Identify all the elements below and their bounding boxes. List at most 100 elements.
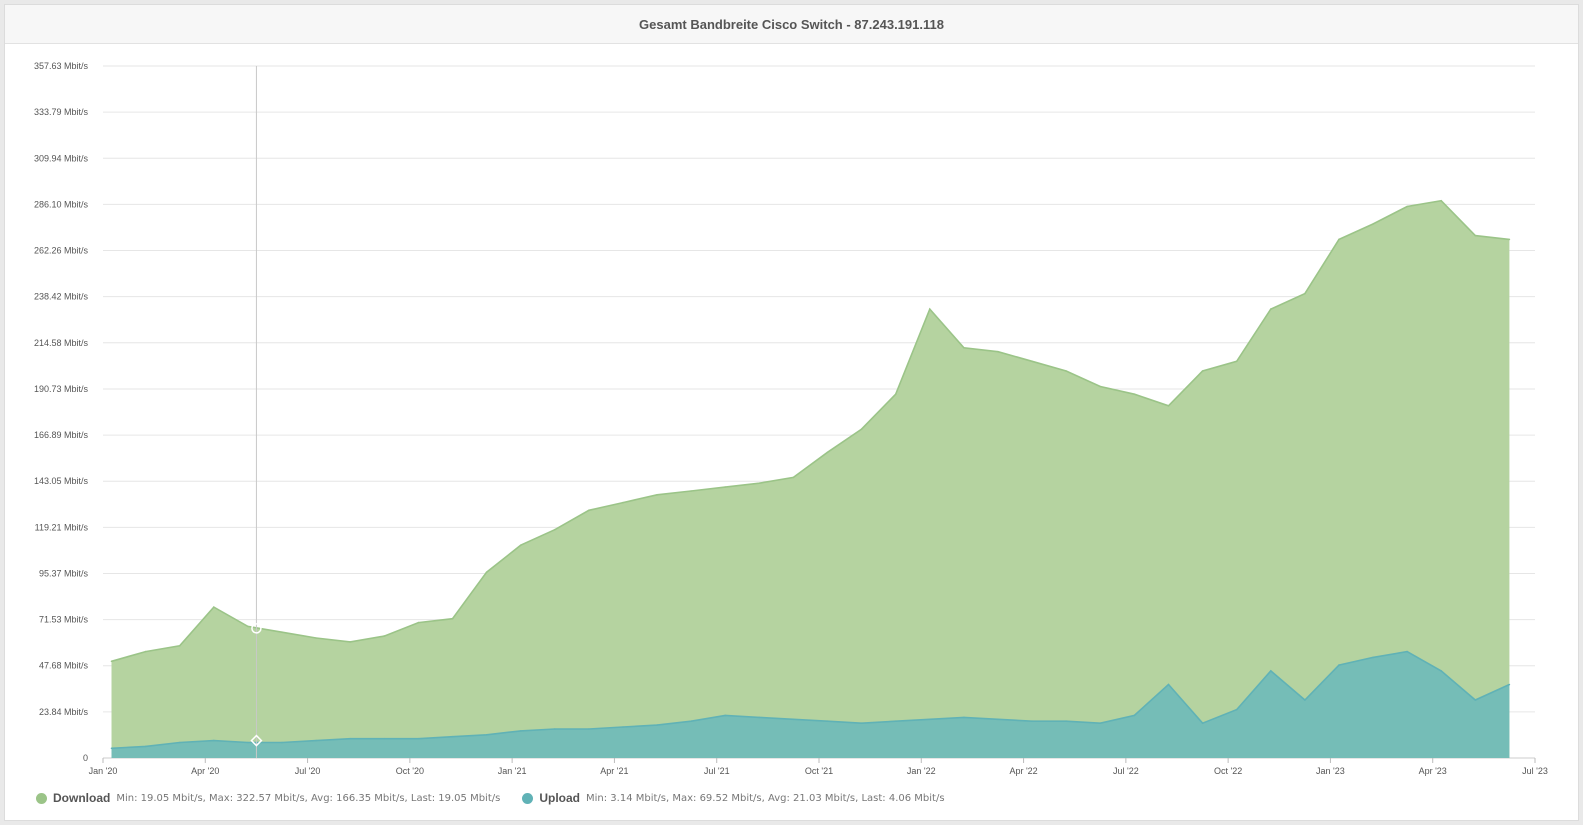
download-point-23	[894, 393, 897, 396]
upload-point-21	[826, 720, 829, 722]
download-point-0	[110, 660, 113, 663]
upload-point-25	[963, 716, 965, 719]
download-point-33	[1235, 360, 1238, 363]
upload-point-6	[315, 739, 317, 742]
download-point-34	[1270, 308, 1272, 310]
series-upload	[110, 650, 1511, 758]
upload-point-13	[554, 728, 556, 730]
legend-name-upload: Upload	[539, 791, 580, 805]
upload-point-1	[144, 745, 147, 748]
download-point-14	[588, 509, 590, 512]
download-point-27	[1031, 360, 1033, 363]
upload-point-32	[1201, 722, 1204, 724]
upload-point-3	[213, 739, 215, 742]
upload-point-2	[178, 741, 181, 744]
x-tick-label-8: Jan '22	[907, 766, 936, 776]
y-tick-label-5: 119.21 Mbit/s	[35, 522, 89, 532]
upload-point-28	[1065, 720, 1067, 722]
y-tick-label-0: 0	[83, 753, 88, 763]
x-tick-label-4: Jan '21	[498, 766, 527, 776]
download-point-9	[417, 621, 420, 624]
crosshair-marker-upload	[250, 734, 263, 747]
download-point-6	[315, 637, 317, 639]
download-point-25	[963, 347, 965, 349]
y-tick-label-10: 238.42 Mbit/s	[34, 292, 89, 302]
upload-point-23	[894, 720, 897, 722]
y-tick-label-12: 286.10 Mbit/s	[34, 199, 89, 209]
upload-point-8	[383, 737, 386, 740]
download-point-1	[144, 650, 147, 653]
legend-dot-download	[36, 792, 47, 804]
upload-area	[111, 651, 1510, 758]
upload-line	[111, 650, 1510, 750]
upload-point-38	[1406, 650, 1408, 653]
x-tick-label-10: Jul '22	[1113, 766, 1139, 776]
x-tick-label-14: Jul '23	[1522, 766, 1548, 776]
upload-point-27	[1031, 720, 1033, 722]
download-point-10	[451, 617, 454, 620]
upload-point-35	[1304, 699, 1306, 701]
download-point-20	[792, 476, 795, 479]
y-tick-label-6: 143.05 Mbit/s	[34, 476, 89, 486]
download-point-29	[1099, 385, 1102, 388]
upload-point-17	[690, 720, 692, 722]
upload-point-26	[997, 718, 999, 721]
upload-point-24	[929, 718, 931, 721]
upload-point-16	[656, 724, 658, 726]
download-point-30	[1133, 393, 1136, 396]
y-tick-label-13: 309.94 Mbit/s	[34, 153, 89, 163]
upload-point-7	[349, 737, 352, 740]
download-point-35	[1304, 292, 1306, 295]
download-area	[111, 200, 1510, 758]
download-point-21	[826, 451, 829, 454]
upload-point-40	[1474, 699, 1477, 701]
upload-point-33	[1235, 708, 1238, 711]
upload-point-22	[860, 722, 863, 724]
y-tick-label-15: 357.63 Mbit/s	[34, 61, 89, 71]
download-point-17	[690, 490, 692, 492]
chart-title-bar: Gesamt Bandbreite Cisco Switch - 87.243.…	[5, 5, 1578, 44]
download-point-8	[383, 635, 386, 637]
y-tick-label-4: 95.37 Mbit/s	[39, 568, 89, 578]
y-tick-label-2: 47.68 Mbit/s	[39, 661, 89, 671]
legend-stats-download: Min: 19.05 Mbit/s, Max: 322.57 Mbit/s, A…	[116, 792, 501, 804]
download-point-31	[1167, 405, 1170, 407]
upload-point-11	[485, 734, 488, 736]
chart-legend: Download Min: 19.05 Mbit/s, Max: 322.57 …	[36, 788, 945, 808]
upload-point-4	[247, 741, 249, 744]
upload-point-19	[758, 716, 761, 719]
y-tick-label-8: 190.73 Mbit/s	[34, 384, 89, 394]
download-point-24	[929, 308, 931, 310]
y-tick-label-11: 262.26 Mbit/s	[34, 246, 89, 256]
series-download	[110, 199, 1511, 758]
upload-point-9	[417, 737, 420, 740]
x-tick-label-6: Jul '21	[704, 766, 730, 776]
upload-point-18	[724, 714, 726, 717]
download-point-38	[1406, 205, 1408, 208]
upload-point-20	[792, 718, 795, 721]
download-point-16	[656, 494, 658, 496]
legend-item-download[interactable]: Download Min: 19.05 Mbit/s, Max: 322.57 …	[36, 791, 500, 805]
download-point-15	[622, 501, 624, 504]
upload-point-39	[1440, 670, 1442, 672]
upload-point-10	[451, 735, 454, 738]
crosshair-marker-download	[251, 623, 262, 634]
upload-point-5	[281, 741, 283, 744]
download-point-37	[1372, 223, 1374, 225]
upload-point-0	[110, 747, 113, 750]
download-line	[111, 199, 1510, 663]
download-point-12	[519, 544, 522, 546]
y-tick-label-7: 166.89 Mbit/s	[34, 430, 89, 440]
download-point-19	[758, 482, 761, 485]
x-tick-label-5: Apr '21	[600, 766, 628, 776]
legend-item-upload[interactable]: Upload Min: 3.14 Mbit/s, Max: 69.52 Mbit…	[522, 791, 945, 805]
upload-point-30	[1133, 714, 1136, 717]
x-tick-label-0: Jan '20	[89, 766, 118, 776]
download-point-22	[860, 428, 863, 430]
download-point-13	[554, 528, 556, 531]
download-point-5	[281, 631, 283, 633]
download-point-18	[724, 486, 726, 488]
upload-point-34	[1270, 670, 1272, 672]
upload-point-41	[1508, 683, 1511, 686]
